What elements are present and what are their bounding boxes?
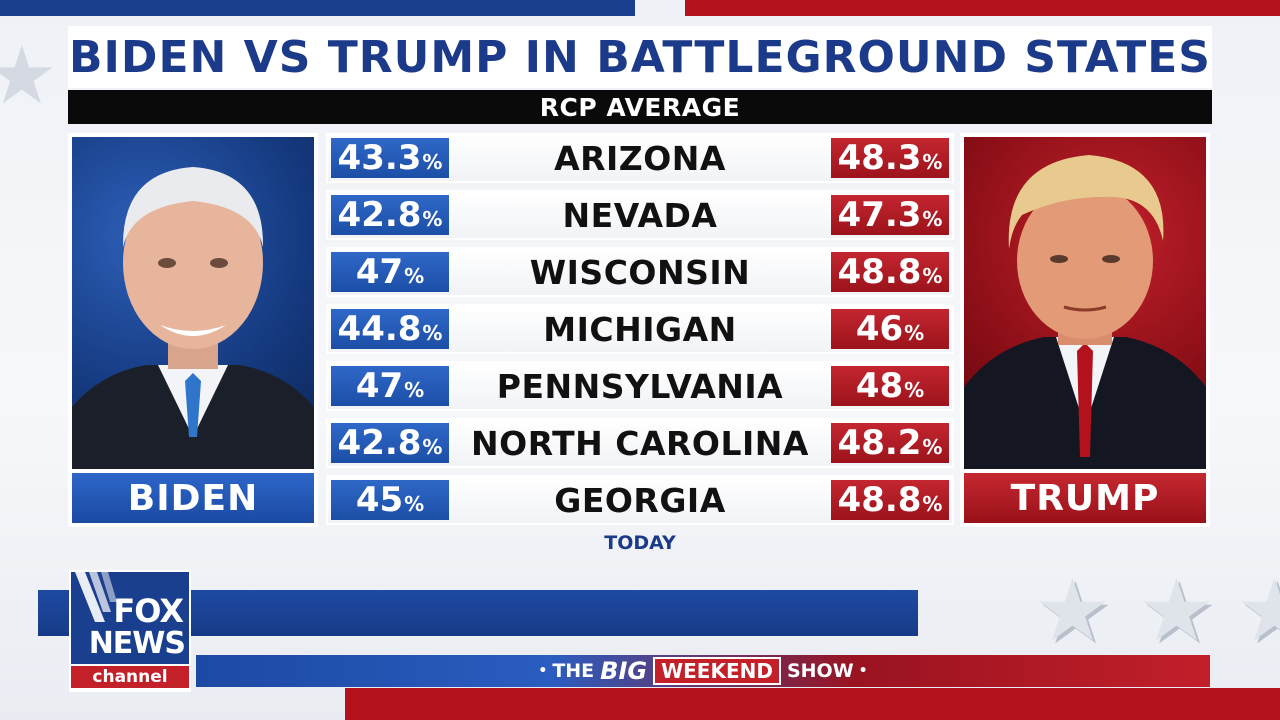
bottom-red-band — [345, 688, 1280, 720]
trump-percent-value: 47.3 — [837, 195, 922, 235]
trump-percent: 46% — [831, 309, 949, 349]
state-name: GEORGIA — [554, 480, 726, 520]
trump-percent: 48.2% — [831, 423, 949, 463]
biden-percent-value: 47 — [355, 366, 404, 406]
footnote: TODAY — [604, 532, 676, 554]
trump-percent: 47.3% — [831, 195, 949, 235]
headline-subtitle: RCP AVERAGE — [539, 92, 741, 122]
logo-top: FOX NEWS — [71, 572, 189, 664]
show-title-dot-left: • — [538, 663, 548, 679]
trump-percent-value: 48.2 — [837, 423, 922, 463]
trump-percent-value: 46 — [855, 309, 904, 349]
biden-percent: 42.8% — [331, 195, 449, 235]
trump-percent: 48% — [831, 366, 949, 406]
biden-percent-value: 44.8 — [337, 309, 422, 349]
state-name: PENNSYLVANIA — [496, 366, 784, 406]
percent-sign: % — [422, 321, 443, 345]
show-title-weekend: WEEKEND — [653, 657, 781, 685]
state-name: MICHIGAN — [543, 309, 737, 349]
headline-title: BIDEN VS TRUMP IN BATTLEGROUND STATES — [69, 31, 1211, 83]
biden-name-plate: BIDEN — [72, 473, 314, 523]
trump-percent-value: 48.8 — [837, 252, 922, 292]
biden-percent: 45% — [331, 480, 449, 520]
biden-percent-value: 45 — [355, 480, 404, 520]
percent-sign: % — [922, 207, 943, 231]
trump-photo — [964, 137, 1206, 469]
biden-percent-value: 42.8 — [337, 423, 422, 463]
percent-sign: % — [422, 150, 443, 174]
headline-subtitle-bar: RCP AVERAGE — [68, 90, 1212, 124]
percent-sign: % — [422, 435, 443, 459]
show-title: • THE BIG WEEKEND SHOW • — [533, 657, 872, 685]
biden-percent-value: 47 — [355, 252, 404, 292]
table-row: 42.8% NORTH CAROLINA 48.2% — [326, 418, 954, 468]
state-name: WISCONSIN — [529, 252, 751, 292]
trump-percent-value: 48 — [855, 366, 904, 406]
table-row: 47% PENNSYLVANIA 48% — [326, 361, 954, 411]
state-name: NEVADA — [562, 195, 718, 235]
logo-channel-text: channel — [71, 666, 189, 688]
percent-sign: % — [422, 207, 443, 231]
star-icon: ★ — [1236, 561, 1280, 661]
percent-sign: % — [922, 492, 943, 516]
top-stripe-red — [685, 0, 1280, 16]
trump-percent: 48.8% — [831, 480, 949, 520]
biden-percent-value: 43.3 — [337, 138, 422, 178]
show-title-dot-right: • — [858, 663, 868, 679]
trump-panel: TRUMP — [960, 133, 1210, 527]
star-icon: ★ — [1138, 561, 1216, 661]
table-row: 43.3% ARIZONA 48.3% — [326, 133, 954, 183]
trump-percent-value: 48.3 — [837, 138, 922, 178]
poll-table: 43.3% ARIZONA 48.3% 42.8% NEVADA 47.3% 47% WISC… — [326, 133, 954, 532]
table-row: 44.8% MICHIGAN 46% — [326, 304, 954, 354]
biden-percent: 44.8% — [331, 309, 449, 349]
percent-sign: % — [922, 435, 943, 459]
percent-sign: % — [922, 150, 943, 174]
biden-panel: BIDEN — [68, 133, 318, 527]
percent-sign: % — [404, 492, 425, 516]
trump-percent-value: 48.8 — [837, 480, 922, 520]
top-stripe-blue — [0, 0, 635, 16]
state-name: ARIZONA — [554, 138, 726, 178]
trump-percent: 48.8% — [831, 252, 949, 292]
percent-sign: % — [404, 264, 425, 288]
trump-percent: 48.3% — [831, 138, 949, 178]
headline-title-bar: BIDEN VS TRUMP IN BATTLEGROUND STATES — [68, 26, 1212, 88]
show-title-bar: • THE BIG WEEKEND SHOW • — [196, 655, 1210, 687]
biden-percent-value: 42.8 — [337, 195, 422, 235]
percent-sign: % — [904, 321, 925, 345]
biden-percent: 43.3% — [331, 138, 449, 178]
percent-sign: % — [404, 378, 425, 402]
star-icon: ★ — [1034, 561, 1112, 661]
table-row: 47% WISCONSIN 48.8% — [326, 247, 954, 297]
logo-news-text: NEWS — [88, 626, 186, 661]
state-name: NORTH CAROLINA — [471, 423, 809, 463]
table-row: 42.8% NEVADA 47.3% — [326, 190, 954, 240]
trump-name-plate: TRUMP — [964, 473, 1206, 523]
biden-photo — [72, 137, 314, 469]
table-row: 45% GEORGIA 48.8% — [326, 475, 954, 525]
show-title-big: BIG — [600, 657, 648, 685]
biden-percent: 47% — [331, 252, 449, 292]
logo-fox-text: FOX — [113, 592, 184, 630]
percent-sign: % — [904, 378, 925, 402]
percent-sign: % — [922, 264, 943, 288]
show-title-show: SHOW — [786, 660, 854, 682]
star-icon: ★ — [0, 29, 58, 122]
fox-news-logo: FOX NEWS channel — [69, 570, 191, 692]
biden-percent: 47% — [331, 366, 449, 406]
biden-percent: 42.8% — [331, 423, 449, 463]
show-title-the: THE — [552, 660, 595, 682]
